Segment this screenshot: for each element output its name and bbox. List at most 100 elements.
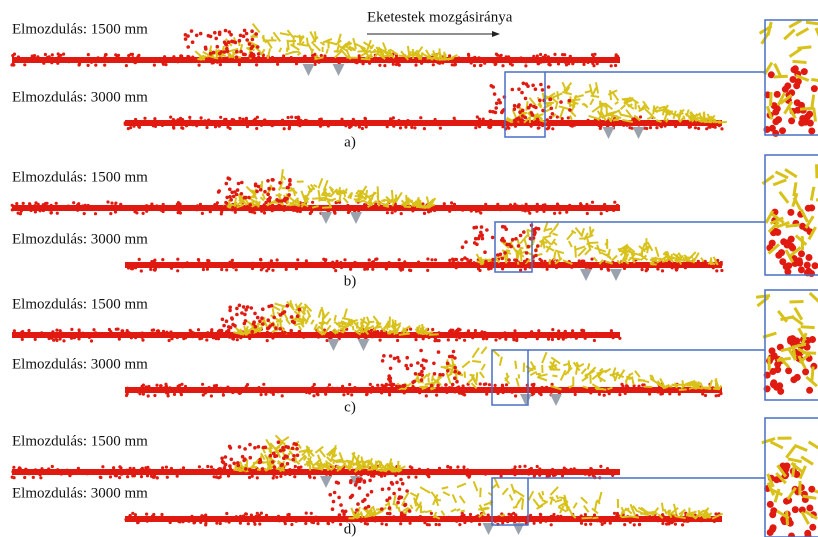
- fiber: [210, 56, 214, 57]
- zoom-particle: [808, 486, 815, 493]
- particle: [120, 473, 123, 476]
- particle: [364, 204, 367, 207]
- particle: [31, 55, 34, 58]
- particle: [290, 315, 294, 319]
- particle: [253, 312, 257, 316]
- fiber: [550, 487, 558, 495]
- particle: [219, 63, 222, 66]
- particle: [336, 58, 339, 61]
- fiber: [576, 368, 577, 375]
- particle: [689, 125, 692, 128]
- particle: [263, 211, 266, 214]
- particle: [333, 516, 336, 519]
- particle: [315, 470, 318, 473]
- particle: [55, 339, 58, 342]
- particle: [59, 337, 62, 340]
- particle: [380, 391, 383, 394]
- particle: [162, 210, 165, 213]
- zoom-particle: [809, 524, 816, 531]
- particle: [348, 383, 351, 386]
- particle: [176, 336, 179, 339]
- particle: [507, 258, 511, 262]
- particle: [578, 120, 581, 123]
- particle: [567, 116, 570, 119]
- particle: [468, 475, 471, 478]
- fiber: [537, 377, 547, 381]
- fiber: [349, 46, 350, 50]
- fiber: [682, 380, 683, 384]
- particle: [351, 265, 354, 268]
- fiber: [582, 518, 592, 519]
- particle: [463, 207, 466, 210]
- particle: [399, 126, 402, 129]
- particle: [574, 393, 577, 396]
- particle: [266, 339, 269, 342]
- particle: [169, 330, 172, 333]
- particle: [219, 50, 223, 54]
- particle: [142, 384, 145, 387]
- particle: [137, 521, 140, 524]
- particle: [358, 486, 362, 490]
- particle: [426, 269, 429, 272]
- particle: [537, 62, 540, 65]
- particle: [146, 390, 149, 393]
- particle: [216, 61, 219, 64]
- particle: [48, 55, 51, 58]
- particle: [382, 354, 386, 358]
- particle: [666, 390, 669, 393]
- particle: [434, 337, 437, 340]
- particle: [114, 474, 117, 477]
- particle: [339, 261, 342, 264]
- panel-caption: b): [344, 273, 357, 289]
- zoom-particle: [806, 254, 813, 261]
- particle: [192, 59, 195, 62]
- zoom-fiber: [806, 22, 818, 24]
- particle: [336, 388, 339, 391]
- particle: [501, 521, 504, 524]
- fiber: [581, 497, 587, 503]
- particle: [204, 47, 208, 51]
- particle: [228, 309, 232, 313]
- particle: [131, 56, 134, 59]
- particle: [277, 440, 281, 444]
- particle: [670, 521, 673, 524]
- particle: [368, 62, 371, 65]
- particle: [448, 54, 451, 57]
- particle: [105, 53, 108, 56]
- particle: [614, 472, 617, 475]
- particle: [371, 268, 374, 271]
- particle: [228, 336, 231, 339]
- particle: [534, 87, 538, 91]
- particle: [280, 199, 284, 203]
- particle: [386, 472, 389, 475]
- particle: [179, 54, 183, 58]
- particle: [568, 108, 572, 112]
- particle: [626, 387, 629, 390]
- particle: [531, 335, 534, 338]
- particle: [387, 377, 391, 381]
- particle: [11, 476, 14, 479]
- particle: [110, 202, 113, 205]
- particle: [511, 58, 514, 61]
- particle: [596, 62, 599, 65]
- particle: [450, 201, 453, 204]
- particle: [145, 513, 148, 516]
- particle: [263, 118, 266, 121]
- particle: [217, 189, 221, 193]
- particle: [521, 209, 524, 212]
- particle: [15, 207, 18, 210]
- particle: [599, 520, 602, 523]
- particle: [129, 53, 132, 56]
- particle: [494, 338, 497, 341]
- particle: [553, 470, 556, 473]
- particle: [341, 517, 344, 520]
- particle: [537, 329, 540, 332]
- particle: [401, 472, 404, 475]
- particle: [106, 200, 109, 203]
- particle: [231, 337, 234, 340]
- particle: [536, 54, 539, 57]
- particle: [270, 259, 273, 262]
- particle: [559, 100, 563, 104]
- fiber: [453, 495, 457, 503]
- fiber: [275, 447, 280, 449]
